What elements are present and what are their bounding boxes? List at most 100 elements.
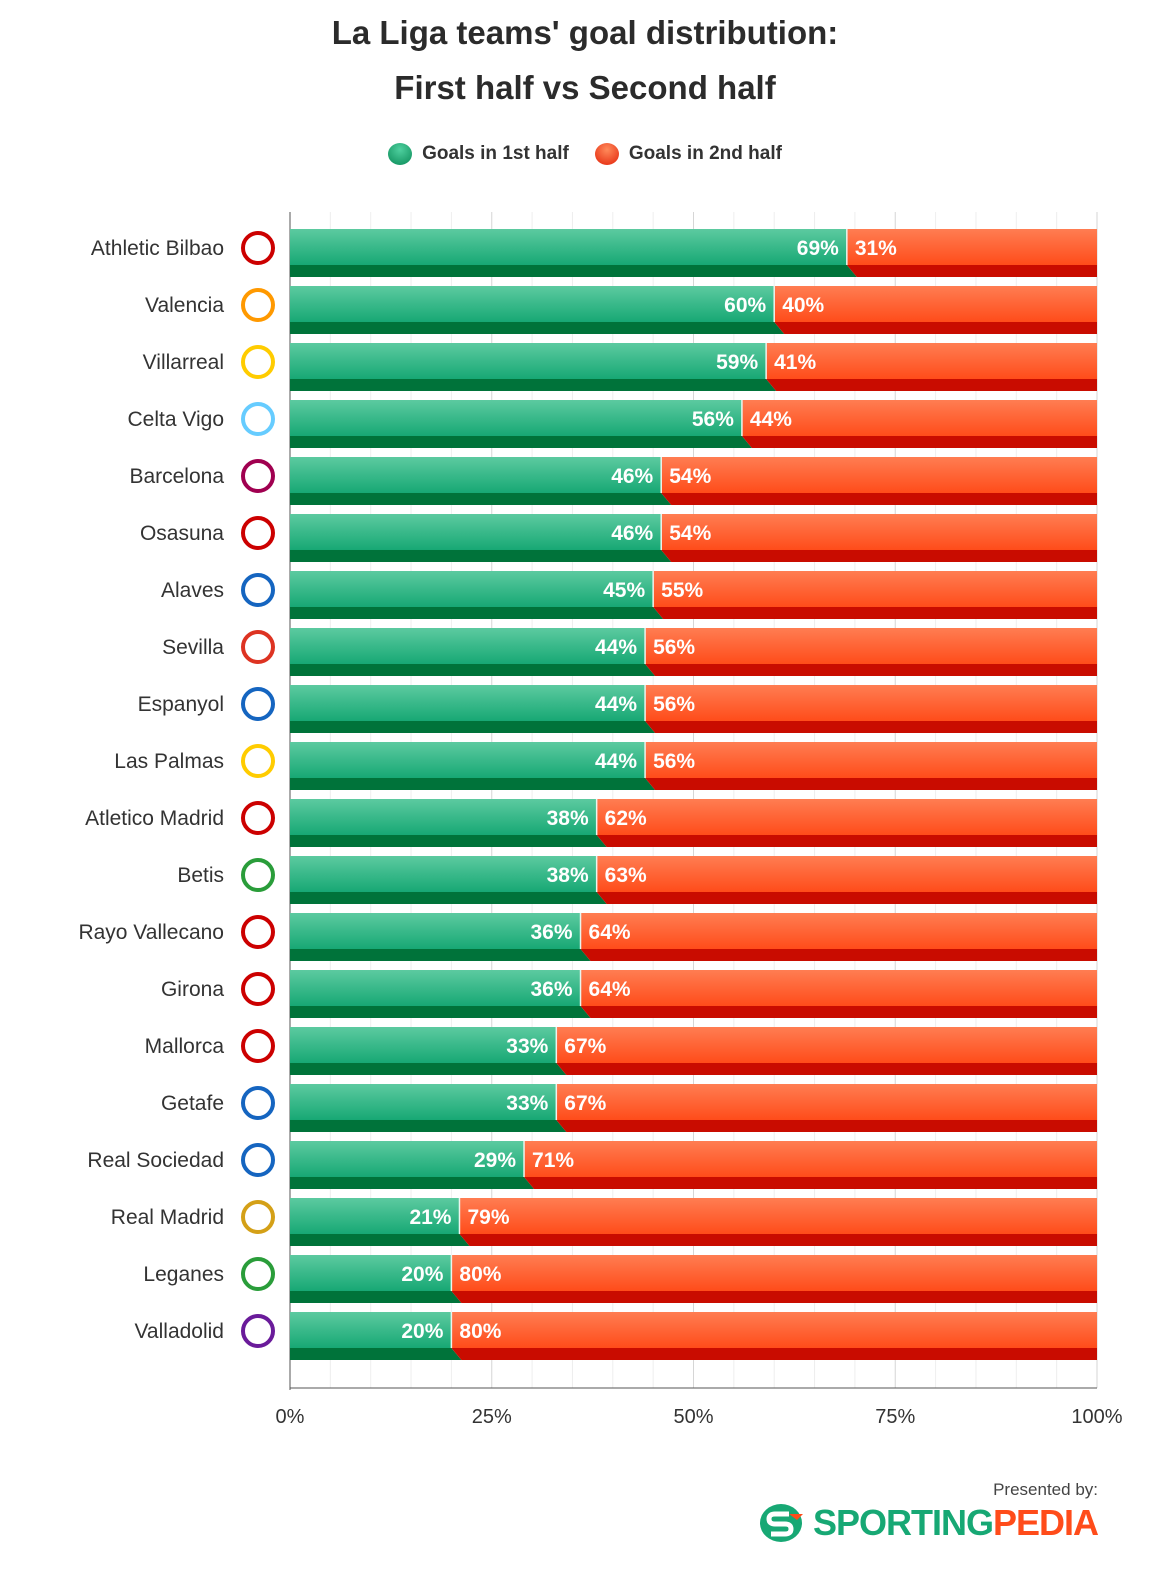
team-crest-icon bbox=[241, 516, 275, 550]
bar-first-half-shadow bbox=[290, 721, 656, 733]
bar-first-half bbox=[290, 856, 597, 892]
bar-first-half-shadow bbox=[290, 835, 607, 847]
bar-second-half bbox=[451, 1255, 1097, 1291]
legend-label-first: Goals in 1st half bbox=[422, 143, 569, 164]
bar-second-half-shadow bbox=[645, 721, 1097, 733]
data-label-first: 44% bbox=[595, 693, 637, 716]
bar-second-half bbox=[451, 1312, 1097, 1348]
bar-first-half bbox=[290, 1255, 452, 1291]
bar-second-half bbox=[580, 913, 1097, 949]
team-label: Mallorca bbox=[145, 1035, 225, 1058]
team-label: Las Palmas bbox=[114, 750, 224, 773]
data-label-first: 45% bbox=[603, 579, 645, 602]
bar-second-half-shadow bbox=[846, 265, 1097, 277]
bar-second-half bbox=[580, 970, 1097, 1006]
data-label-second: 79% bbox=[467, 1206, 509, 1229]
team-label: Rayo Vallecano bbox=[78, 921, 224, 944]
bar-second-half-shadow bbox=[653, 607, 1097, 619]
bar-second-half bbox=[645, 685, 1097, 721]
bar-first-half bbox=[290, 229, 847, 265]
data-label-second: 67% bbox=[564, 1035, 606, 1058]
team-crest-icon bbox=[241, 345, 275, 379]
bar-second-half bbox=[661, 457, 1097, 493]
bar-first-half bbox=[290, 457, 662, 493]
x-tick-label: 100% bbox=[1071, 1406, 1122, 1428]
data-label-second: 41% bbox=[774, 351, 816, 374]
team-label: Athletic Bilbao bbox=[91, 237, 224, 260]
bar-first-half-shadow bbox=[290, 436, 752, 448]
legend-item-first-half: Goals in 1st half bbox=[388, 143, 569, 165]
bar-first-half-shadow bbox=[290, 1177, 535, 1189]
presented-by: Presented by: bbox=[993, 1480, 1098, 1499]
bar-second-half bbox=[774, 286, 1097, 322]
data-label-second: 63% bbox=[605, 864, 647, 887]
bar-first-half-shadow bbox=[290, 607, 664, 619]
bar-first-half-shadow bbox=[290, 379, 777, 391]
data-label-second: 71% bbox=[532, 1149, 574, 1172]
team-label: Betis bbox=[177, 864, 224, 887]
bar-second-half-shadow bbox=[645, 778, 1097, 790]
bar-first-half-shadow bbox=[290, 778, 656, 790]
x-tick-label: 25% bbox=[472, 1406, 512, 1428]
sportingpedia-logo-icon bbox=[759, 1504, 803, 1542]
bar-second-half-shadow bbox=[580, 949, 1097, 961]
team-crest-icon bbox=[241, 972, 275, 1006]
bar-second-half bbox=[556, 1027, 1097, 1063]
team-label: Real Madrid bbox=[111, 1206, 224, 1229]
legend-swatch-second bbox=[594, 143, 619, 165]
bar-second-half bbox=[766, 343, 1097, 379]
bar-first-half-shadow bbox=[290, 265, 857, 277]
bar-second-half-shadow bbox=[766, 379, 1097, 391]
team-crest-icon bbox=[241, 573, 275, 607]
x-tick-label: 0% bbox=[276, 1406, 305, 1428]
bar-first-half bbox=[290, 685, 646, 721]
data-label-second: 64% bbox=[589, 921, 631, 944]
brand-text-pedia: PEDIA bbox=[992, 1502, 1099, 1543]
data-label-first: 44% bbox=[595, 636, 637, 659]
team-label: Real Sociedad bbox=[87, 1149, 224, 1172]
team-label: Leganes bbox=[143, 1263, 224, 1286]
legend-label-second: Goals in 2nd half bbox=[628, 143, 782, 164]
bar-first-half-shadow bbox=[290, 892, 607, 904]
data-label-second: 44% bbox=[750, 408, 792, 431]
team-crest-icon bbox=[241, 1029, 275, 1063]
legend-swatch-first bbox=[388, 143, 413, 165]
data-label-first: 38% bbox=[547, 807, 589, 830]
team-crest-icon bbox=[241, 288, 275, 322]
bar-first-half-shadow bbox=[290, 1234, 470, 1246]
bar-second-half bbox=[459, 1198, 1098, 1234]
team-crest-icon bbox=[241, 1200, 275, 1234]
bar-second-half-shadow bbox=[661, 550, 1097, 562]
bar-second-half-shadow bbox=[596, 835, 1097, 847]
data-label-second: 80% bbox=[459, 1320, 501, 1343]
data-label-second: 56% bbox=[653, 636, 695, 659]
bar-first-half-shadow bbox=[290, 1291, 462, 1303]
data-label-second: 40% bbox=[782, 294, 824, 317]
data-label-first: 60% bbox=[724, 294, 766, 317]
bar-second-half-shadow bbox=[451, 1291, 1097, 1303]
bar-second-half bbox=[645, 742, 1097, 778]
data-label-first: 56% bbox=[692, 408, 734, 431]
team-crest-icon bbox=[241, 459, 275, 493]
bar-first-half-shadow bbox=[290, 664, 656, 676]
team-label: Barcelona bbox=[129, 465, 224, 488]
data-label-second: 54% bbox=[669, 522, 711, 545]
bar-first-half bbox=[290, 1027, 557, 1063]
team-crest-icon bbox=[241, 801, 275, 835]
chart-title-line1: La Liga teams' goal distribution: bbox=[331, 14, 839, 51]
legend-item-second-half: Goals in 2nd half bbox=[594, 143, 782, 165]
bar-first-half bbox=[290, 913, 581, 949]
data-label-first: 69% bbox=[797, 237, 839, 260]
bar-second-half-shadow bbox=[645, 664, 1097, 676]
bar-second-half-shadow bbox=[556, 1120, 1097, 1132]
bar-second-half bbox=[846, 229, 1097, 265]
team-crest-icon bbox=[241, 1143, 275, 1177]
bar-second-half bbox=[653, 571, 1097, 607]
team-label: Alaves bbox=[161, 579, 224, 602]
bar-second-half-shadow bbox=[661, 493, 1097, 505]
data-label-first: 36% bbox=[530, 978, 572, 1001]
bar-first-half bbox=[290, 1141, 525, 1177]
bar-first-half-shadow bbox=[290, 493, 672, 505]
data-label-first: 33% bbox=[506, 1092, 548, 1115]
